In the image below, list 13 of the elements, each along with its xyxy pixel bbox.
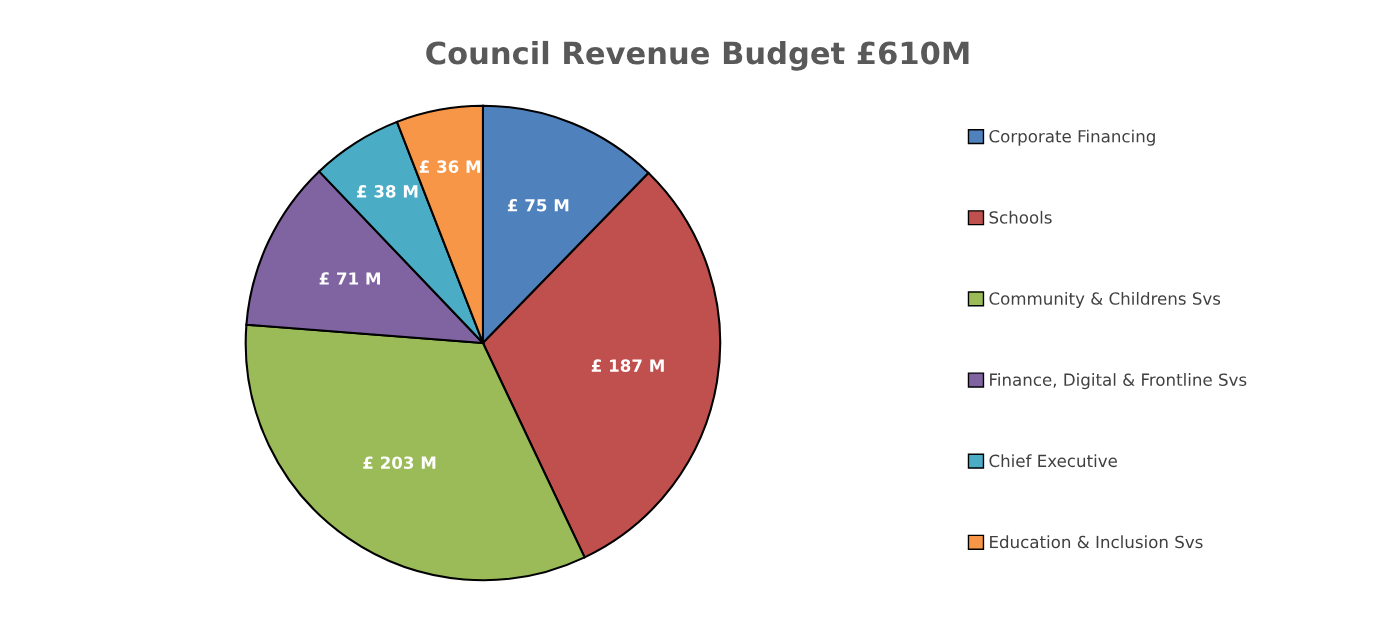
data-label: £ 38 M bbox=[356, 185, 418, 198]
data-label: £ 36 M bbox=[419, 160, 481, 173]
legend-label: Chief Executive bbox=[989, 454, 1117, 468]
data-label: £ 187 M bbox=[591, 359, 664, 372]
data-label: £ 71 M bbox=[319, 272, 380, 285]
chart-title: Council Revenue Budget £610M bbox=[426, 40, 969, 71]
data-label: £ 203 M bbox=[363, 456, 436, 469]
data-label: £ 75 M bbox=[507, 198, 569, 212]
legend-label: Schools bbox=[989, 210, 1052, 224]
legend-label: Community & Childrens Svs bbox=[989, 291, 1221, 309]
legend-label: Corporate Financing bbox=[989, 129, 1155, 146]
legend-label: Finance, Digital & Frontline Svs bbox=[990, 373, 1247, 390]
legend-label: Education & Inclusion Svs bbox=[990, 535, 1203, 549]
